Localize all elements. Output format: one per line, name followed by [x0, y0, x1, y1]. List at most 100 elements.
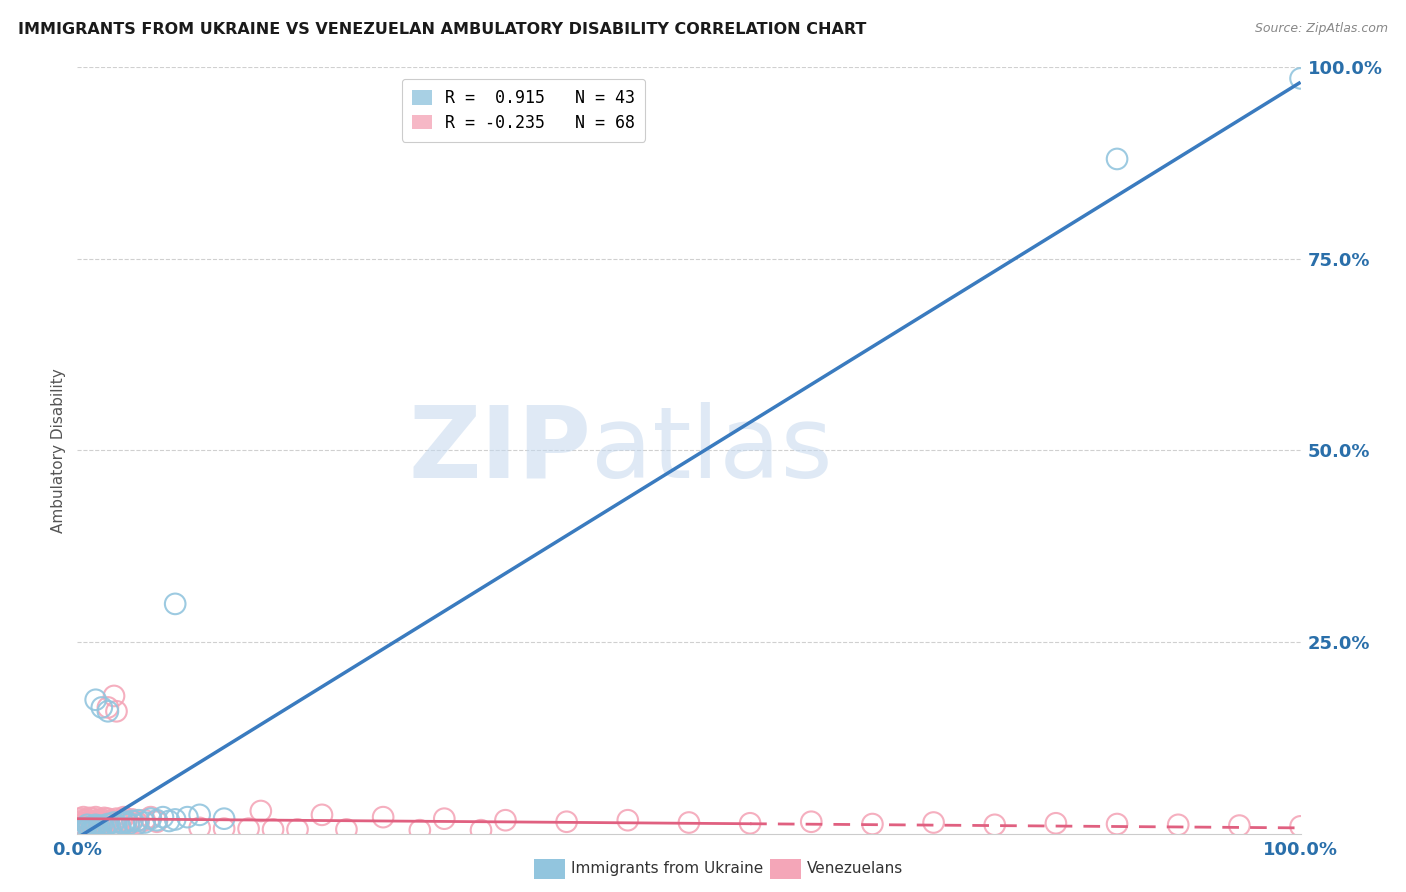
Point	[82, 822, 104, 836]
Point	[105, 704, 128, 718]
Point	[127, 816, 149, 830]
Point	[98, 820, 121, 834]
Point	[80, 814, 103, 828]
Point	[1289, 819, 1312, 833]
Point	[75, 822, 97, 837]
Point	[89, 817, 111, 831]
Text: Venezuelans: Venezuelans	[807, 862, 903, 876]
Point	[146, 814, 169, 828]
Point	[77, 822, 100, 836]
Point	[740, 816, 762, 830]
Point	[335, 822, 357, 837]
Legend: R =  0.915   N = 43, R = -0.235   N = 68: R = 0.915 N = 43, R = -0.235 N = 68	[402, 79, 645, 142]
Point	[495, 814, 517, 828]
Point	[139, 812, 162, 826]
Point	[105, 812, 128, 826]
Point	[90, 700, 112, 714]
Point	[165, 597, 187, 611]
Point	[188, 808, 211, 822]
Point	[212, 812, 235, 826]
Point	[311, 808, 333, 822]
Point	[112, 816, 135, 830]
Point	[238, 822, 260, 836]
Point	[91, 815, 114, 830]
Point	[90, 813, 112, 827]
Point	[103, 815, 125, 830]
Point	[72, 810, 94, 824]
Point	[371, 810, 394, 824]
Point	[1167, 818, 1189, 832]
Point	[98, 816, 121, 830]
Point	[800, 814, 823, 829]
Point	[139, 810, 162, 824]
Point	[1045, 816, 1067, 830]
Point	[75, 816, 97, 830]
Point	[165, 813, 187, 827]
Point	[97, 704, 120, 718]
Point	[72, 821, 94, 835]
Point	[125, 814, 148, 829]
Point	[90, 814, 112, 828]
Point	[89, 820, 111, 834]
Point	[103, 814, 125, 829]
Point	[80, 819, 103, 833]
Point	[73, 824, 96, 838]
Point	[176, 810, 198, 824]
Point	[86, 819, 108, 833]
Point	[115, 814, 138, 828]
Point	[84, 818, 107, 832]
Point	[212, 822, 235, 836]
Point	[108, 815, 131, 830]
Point	[97, 817, 120, 831]
Point	[1229, 819, 1251, 833]
Point	[1107, 152, 1129, 166]
Text: ZIP: ZIP	[408, 402, 591, 499]
Point	[80, 823, 103, 838]
Point	[83, 814, 105, 829]
Point	[152, 810, 174, 824]
Point	[82, 812, 104, 826]
Point	[100, 814, 122, 828]
Point	[70, 823, 93, 838]
Point	[112, 810, 135, 824]
Point	[470, 823, 492, 838]
Point	[73, 814, 96, 829]
Point	[984, 818, 1007, 832]
Point	[262, 822, 284, 837]
Point	[146, 814, 169, 829]
Point	[922, 815, 945, 830]
Point	[105, 818, 128, 832]
Point	[862, 817, 884, 831]
Point	[108, 819, 131, 833]
Point	[93, 821, 115, 835]
Text: Immigrants from Ukraine: Immigrants from Ukraine	[571, 862, 763, 876]
Point	[76, 813, 98, 827]
Point	[121, 814, 143, 828]
Text: Source: ZipAtlas.com: Source: ZipAtlas.com	[1254, 22, 1388, 36]
Point	[617, 814, 640, 828]
Point	[125, 818, 148, 832]
Point	[84, 692, 107, 706]
Point	[134, 814, 156, 828]
Point	[678, 815, 700, 830]
Point	[87, 814, 110, 828]
Point	[433, 812, 456, 826]
Point	[96, 814, 118, 829]
Y-axis label: Ambulatory Disability: Ambulatory Disability	[51, 368, 66, 533]
Point	[188, 821, 211, 835]
Point	[83, 821, 105, 835]
Point	[121, 813, 143, 827]
Point	[1289, 71, 1312, 86]
Point	[157, 814, 180, 828]
Point	[127, 814, 149, 828]
Point	[103, 689, 125, 703]
Point	[90, 819, 112, 833]
Point	[70, 818, 93, 832]
Point	[1107, 817, 1129, 831]
Point	[79, 820, 101, 834]
Point	[80, 815, 103, 830]
Point	[79, 811, 101, 825]
Point	[69, 812, 91, 826]
Point	[118, 815, 141, 830]
Point	[110, 813, 132, 827]
